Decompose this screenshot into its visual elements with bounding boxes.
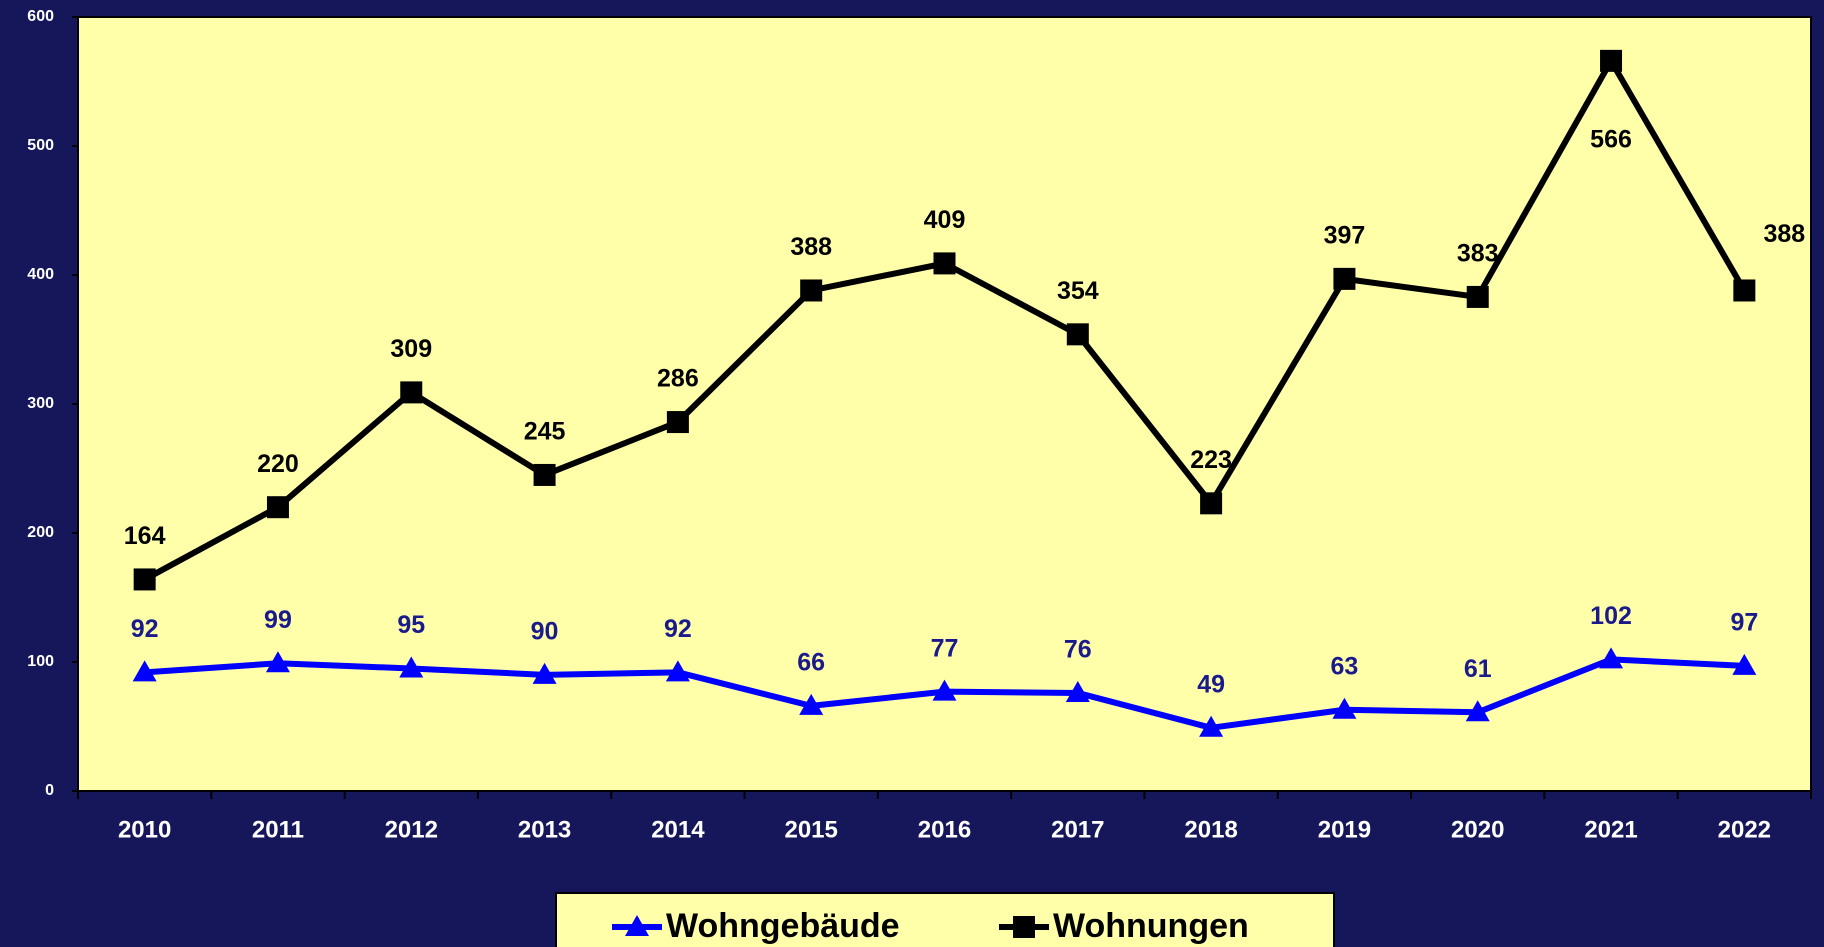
x-tick-label: 2016	[918, 816, 971, 843]
x-tick-label: 2020	[1451, 816, 1504, 843]
legend-marker	[625, 915, 649, 936]
data-point	[665, 660, 690, 682]
y-tick-label: 200	[27, 524, 54, 541]
data-point	[1065, 680, 1090, 702]
data-point	[1466, 285, 1489, 308]
data-label: 388	[1763, 220, 1805, 248]
data-point	[1332, 697, 1357, 719]
data-point	[399, 656, 424, 678]
x-tick-label: 2011	[252, 816, 304, 843]
data-label: 61	[1464, 655, 1492, 683]
data-point	[1333, 267, 1356, 290]
x-tick-label: 2014	[651, 816, 705, 843]
data-label: 223	[1190, 446, 1232, 474]
data-point	[1600, 49, 1623, 72]
data-point	[1733, 279, 1756, 302]
data-label: 97	[1730, 608, 1758, 636]
data-point	[666, 411, 689, 434]
y-tick-label: 400	[27, 266, 54, 283]
data-point	[1732, 653, 1757, 675]
data-label: 92	[131, 615, 159, 643]
data-label: 409	[924, 206, 966, 234]
data-label: 95	[397, 611, 425, 639]
y-tick-label: 300	[27, 395, 54, 412]
y-tick-label: 500	[27, 137, 54, 154]
data-point	[533, 463, 556, 486]
y-tick-label: 100	[27, 653, 54, 670]
data-label: 99	[264, 606, 292, 634]
data-label: 388	[790, 233, 832, 261]
x-tick-label: 2021	[1584, 816, 1637, 843]
x-tick-label: 2010	[118, 816, 171, 843]
data-point	[799, 693, 824, 715]
data-label: 164	[124, 522, 166, 550]
data-point	[1199, 715, 1224, 737]
x-tick-label: 2017	[1051, 816, 1104, 843]
data-label: 63	[1331, 652, 1359, 680]
data-label: 102	[1590, 602, 1632, 630]
x-tick-label: 2022	[1718, 816, 1771, 843]
x-tick-label: 2019	[1318, 816, 1371, 843]
x-tick-label: 2018	[1184, 816, 1237, 843]
data-label: 354	[1057, 277, 1099, 305]
data-point	[1465, 700, 1490, 722]
data-label: 49	[1197, 670, 1225, 698]
legend-label: Wohngebäude	[666, 907, 900, 945]
data-point	[932, 679, 957, 701]
data-label: 76	[1064, 636, 1092, 664]
plot-area	[77, 16, 1812, 792]
data-label: 397	[1324, 221, 1366, 249]
data-label: 90	[531, 618, 559, 646]
data-point	[1599, 647, 1624, 669]
x-tick-label: 2015	[784, 816, 837, 843]
data-point	[1066, 323, 1089, 346]
x-tick-label: 2013	[518, 816, 571, 843]
data-label: 383	[1457, 240, 1499, 268]
data-label: 92	[664, 615, 692, 643]
data-point	[532, 662, 557, 684]
y-tick-label: 600	[27, 8, 54, 25]
x-tick-label: 2012	[385, 816, 438, 843]
legend-label: Wohnungen	[1053, 907, 1249, 945]
data-point	[266, 496, 289, 519]
data-point	[133, 568, 156, 591]
data-label: 77	[931, 634, 959, 662]
data-point	[1200, 492, 1223, 515]
data-label: 309	[390, 335, 432, 363]
data-label: 286	[657, 365, 699, 393]
data-point	[800, 279, 823, 302]
legend-box	[555, 892, 1335, 947]
data-point	[933, 252, 956, 275]
data-point	[400, 381, 423, 404]
data-point	[132, 660, 157, 682]
data-point	[265, 651, 290, 673]
data-label: 245	[524, 418, 566, 446]
data-label: 566	[1590, 125, 1632, 153]
data-label: 66	[797, 648, 825, 676]
data-label: 220	[257, 450, 299, 478]
y-tick-label: 0	[45, 782, 54, 799]
legend-marker	[1013, 916, 1035, 938]
